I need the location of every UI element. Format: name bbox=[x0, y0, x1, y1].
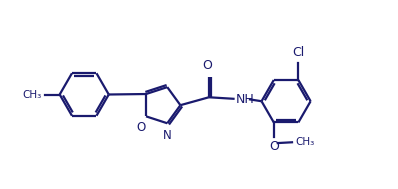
Text: O: O bbox=[269, 140, 279, 153]
Text: Cl: Cl bbox=[292, 46, 304, 59]
Text: CH₃: CH₃ bbox=[295, 137, 314, 147]
Text: NH: NH bbox=[236, 93, 255, 106]
Text: O: O bbox=[202, 59, 212, 72]
Text: CH₃: CH₃ bbox=[23, 90, 42, 99]
Text: O: O bbox=[136, 122, 146, 135]
Text: N: N bbox=[163, 129, 172, 142]
